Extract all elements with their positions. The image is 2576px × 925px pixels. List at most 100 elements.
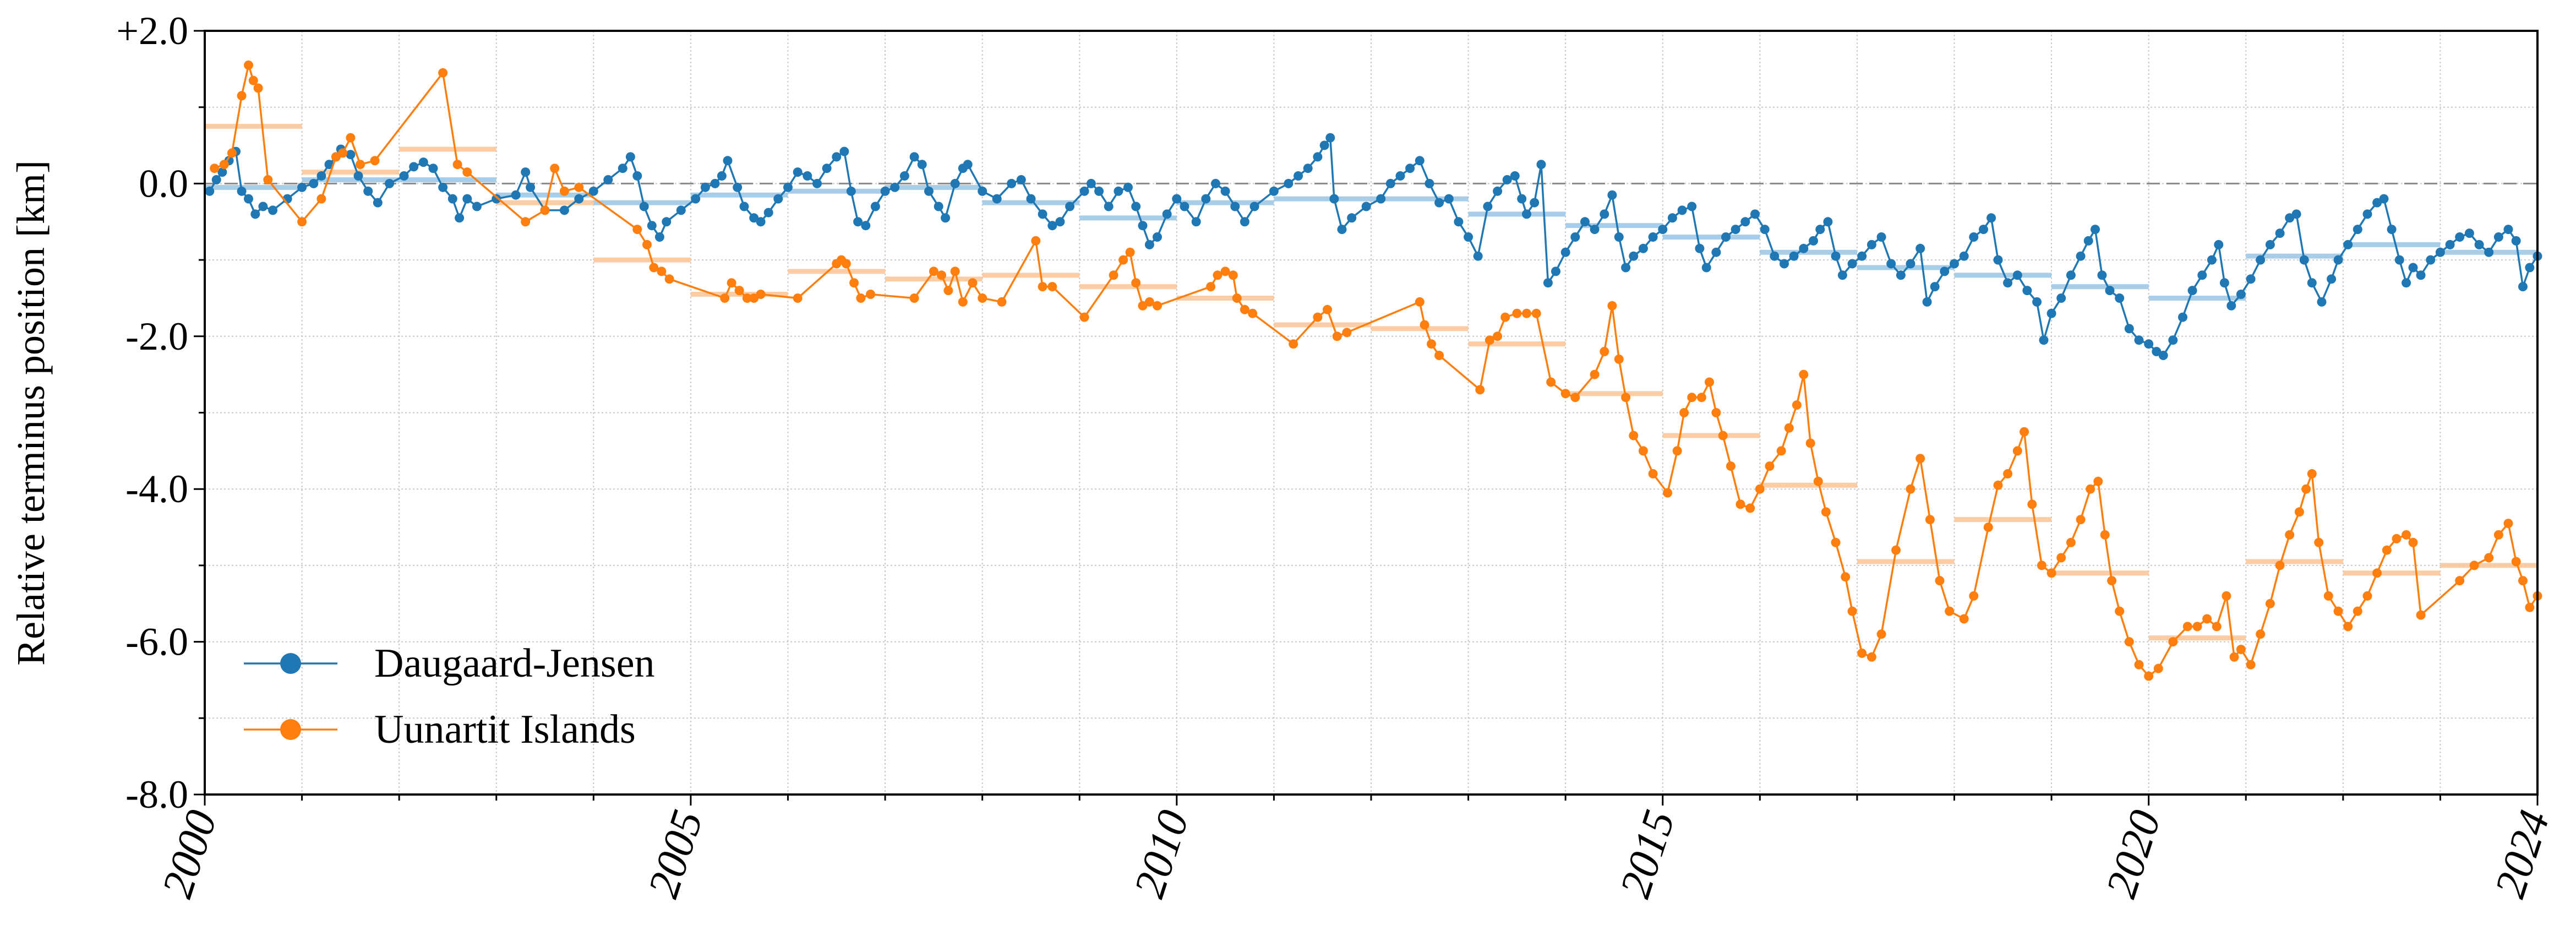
- data-point: [756, 290, 766, 299]
- data-point: [1313, 152, 1323, 162]
- data-point: [1522, 308, 1531, 318]
- data-point: [2525, 602, 2535, 612]
- data-point: [2236, 290, 2246, 299]
- data-point: [331, 152, 341, 162]
- data-point: [1319, 140, 1329, 150]
- data-point: [1935, 576, 1945, 586]
- data-point: [2086, 484, 2095, 494]
- data-point: [2207, 255, 2217, 265]
- y-tick-label: -8.0: [125, 772, 188, 817]
- data-point: [1906, 484, 1915, 494]
- data-point: [1201, 194, 1211, 204]
- data-point: [1313, 312, 1323, 322]
- data-point: [1065, 202, 1075, 211]
- data-point: [244, 60, 253, 70]
- data-point: [1206, 282, 1216, 292]
- data-point: [511, 190, 521, 200]
- data-point: [2503, 225, 2513, 235]
- data-point: [1347, 213, 1357, 223]
- data-point: [1543, 278, 1553, 288]
- data-point: [219, 160, 229, 170]
- data-point: [846, 186, 856, 196]
- data-point: [1780, 259, 1789, 269]
- data-point: [1993, 480, 2003, 490]
- y-tick-label: +2.0: [116, 9, 188, 53]
- data-point: [1590, 225, 1600, 235]
- data-point: [324, 160, 334, 170]
- data-point: [1959, 614, 1969, 624]
- data-point: [1986, 213, 1996, 223]
- data-point: [1434, 351, 1444, 360]
- data-point: [1454, 217, 1464, 227]
- data-point: [1220, 266, 1230, 276]
- data-point: [1866, 652, 1876, 662]
- data-point: [618, 164, 627, 173]
- data-point: [2168, 637, 2178, 647]
- data-point: [649, 263, 659, 273]
- y-axis-label: Relative terminus position [km]: [9, 160, 53, 666]
- data-point: [1809, 236, 1818, 246]
- data-point: [1969, 591, 1979, 601]
- data-point: [248, 75, 258, 85]
- data-point: [720, 293, 730, 303]
- data-point: [839, 146, 849, 156]
- data-point: [1337, 225, 1347, 235]
- data-point: [978, 186, 987, 196]
- data-point: [1750, 209, 1760, 219]
- data-point: [574, 194, 584, 204]
- data-point: [588, 186, 598, 196]
- data-point: [2256, 629, 2266, 639]
- data-point: [2039, 335, 2049, 345]
- data-point: [1172, 194, 1182, 204]
- data-point: [574, 182, 584, 192]
- data-point: [1969, 232, 1979, 242]
- data-point: [1332, 331, 1342, 341]
- data-point: [1294, 171, 1303, 181]
- data-point: [1792, 400, 1802, 410]
- data-point: [237, 186, 247, 196]
- x-tick-label: 2000: [153, 804, 226, 903]
- series-lines: [205, 60, 2542, 681]
- data-point: [1493, 331, 1503, 341]
- data-point: [2056, 553, 2066, 563]
- legend: Daugaard-Jensen Uunartit Islands: [244, 641, 655, 752]
- data-point: [1696, 393, 1706, 402]
- data-point: [2093, 476, 2103, 486]
- data-point: [2493, 232, 2503, 242]
- data-point: [1144, 297, 1154, 307]
- y-tick-label: -4.0: [125, 467, 188, 511]
- data-point: [1240, 217, 1249, 227]
- data-point: [462, 194, 472, 204]
- data-point: [632, 171, 642, 181]
- data-point: [1760, 225, 1770, 235]
- data-point: [2301, 484, 2311, 494]
- data-point: [2124, 324, 2134, 334]
- data-point: [992, 194, 1002, 204]
- data-point: [452, 160, 462, 170]
- data-point: [2372, 198, 2382, 208]
- data-point: [1385, 178, 1395, 188]
- data-point: [1530, 198, 1540, 208]
- data-point: [2226, 301, 2236, 311]
- data-point: [1687, 393, 1697, 402]
- data-point: [210, 164, 220, 173]
- data-point: [1915, 454, 1925, 464]
- data-point: [2046, 308, 2056, 318]
- data-point: [783, 182, 793, 192]
- data-point: [2134, 660, 2144, 670]
- data-point: [1711, 247, 1721, 257]
- data-point: [2222, 591, 2231, 601]
- data-point: [1847, 606, 1857, 616]
- data-point: [1125, 247, 1135, 257]
- data-point: [2525, 263, 2535, 273]
- data-point: [2299, 255, 2309, 265]
- data-point: [2372, 568, 2382, 578]
- data-point: [438, 182, 448, 192]
- data-point: [1815, 225, 1825, 235]
- data-point: [1531, 308, 1541, 318]
- data-point: [1405, 164, 1415, 173]
- legend-marker-0: [280, 653, 301, 674]
- data-point: [1638, 243, 1648, 253]
- data-point: [559, 205, 569, 215]
- data-point: [2012, 270, 2022, 280]
